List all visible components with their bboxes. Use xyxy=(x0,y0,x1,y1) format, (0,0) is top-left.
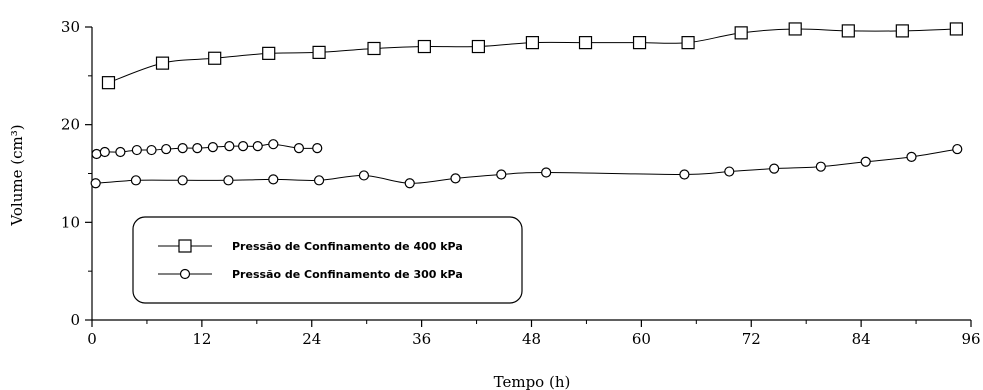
data-point-circle xyxy=(99,146,110,158)
data-point-square xyxy=(262,46,276,60)
data-point-circle xyxy=(268,139,279,150)
x-tick-label: 96 xyxy=(961,330,980,348)
x-axis-label: Tempo (h) xyxy=(494,373,571,390)
y-tick-label: 10 xyxy=(61,213,80,231)
data-point-square xyxy=(734,26,748,40)
data-point-circle xyxy=(860,156,871,167)
data-point-circle xyxy=(541,167,552,178)
series-2 xyxy=(91,139,323,160)
x-tick-label: 84 xyxy=(852,330,871,348)
data-point-circle xyxy=(496,169,507,180)
x-tick-label: 72 xyxy=(742,330,761,348)
series-layer xyxy=(90,22,963,189)
x-tick-label: 48 xyxy=(522,330,541,348)
data-point-square xyxy=(632,36,647,50)
data-point-square xyxy=(578,36,593,50)
data-point-circle xyxy=(404,178,415,189)
data-point-circle xyxy=(131,144,142,156)
data-point-square xyxy=(525,36,540,50)
data-point-square xyxy=(367,41,381,56)
y-axis-label: Volume (cm³) xyxy=(8,124,26,226)
data-point-circle xyxy=(237,141,249,152)
data-point-circle xyxy=(90,178,101,189)
data-point-circle xyxy=(358,170,370,181)
data-point-circle xyxy=(130,175,142,186)
legend-marker-square xyxy=(178,239,192,253)
legend: Pressão de Confinamento de 400 kPa Pressã… xyxy=(132,216,523,304)
data-point-circle xyxy=(192,143,203,154)
x-tick-label: 60 xyxy=(632,330,651,348)
data-point-square xyxy=(949,22,963,36)
data-point-circle xyxy=(177,175,188,186)
legend-label: Pressão de Confinamento de 300 kPa xyxy=(232,268,463,281)
x-tick-label: 0 xyxy=(87,330,97,348)
legend-box xyxy=(132,216,523,304)
data-point-circle xyxy=(223,175,234,186)
data-point-square xyxy=(471,39,485,54)
data-point-circle xyxy=(91,148,102,160)
data-point-circle xyxy=(724,166,735,177)
data-point-circle xyxy=(161,143,172,155)
data-point-circle xyxy=(952,143,963,155)
y-tick-label: 20 xyxy=(61,116,80,134)
data-point-square xyxy=(681,36,695,50)
data-point-square xyxy=(841,24,855,38)
data-point-circle xyxy=(115,146,126,158)
axes: 0 10 20 30 0 12 24 36 48 60 72 84 96 xyxy=(61,18,981,348)
data-point-circle xyxy=(906,151,917,162)
data-point-circle xyxy=(293,143,305,154)
data-point-circle xyxy=(679,169,690,180)
data-point-circle xyxy=(769,163,780,174)
data-point-square xyxy=(417,39,431,54)
data-point-square xyxy=(788,22,802,36)
x-tick-label: 36 xyxy=(412,330,431,348)
data-point-circle xyxy=(177,143,188,154)
y-tick-label: 0 xyxy=(70,311,80,329)
x-tick-label: 24 xyxy=(302,330,321,348)
series-1 xyxy=(90,143,963,189)
data-point-square xyxy=(208,51,222,65)
data-point-circle xyxy=(312,143,323,154)
data-point-circle xyxy=(252,141,263,152)
data-point-circle xyxy=(207,142,218,153)
legend-marker-circle xyxy=(179,268,191,280)
data-point-circle xyxy=(224,141,235,152)
series-line xyxy=(96,143,318,155)
data-point-square xyxy=(895,24,909,38)
data-point-circle xyxy=(268,174,279,185)
y-tick-label: 30 xyxy=(61,18,80,36)
series-0 xyxy=(101,22,963,90)
data-point-square xyxy=(101,76,116,90)
data-point-square xyxy=(312,45,326,59)
x-tick-label: 12 xyxy=(192,330,211,348)
data-point-square xyxy=(155,56,170,70)
data-point-circle xyxy=(815,161,826,172)
legend-label: Pressão de Confinamento de 400 kPa xyxy=(232,240,463,253)
data-point-circle xyxy=(146,144,157,156)
data-point-circle xyxy=(313,175,325,186)
data-point-circle xyxy=(450,173,461,184)
